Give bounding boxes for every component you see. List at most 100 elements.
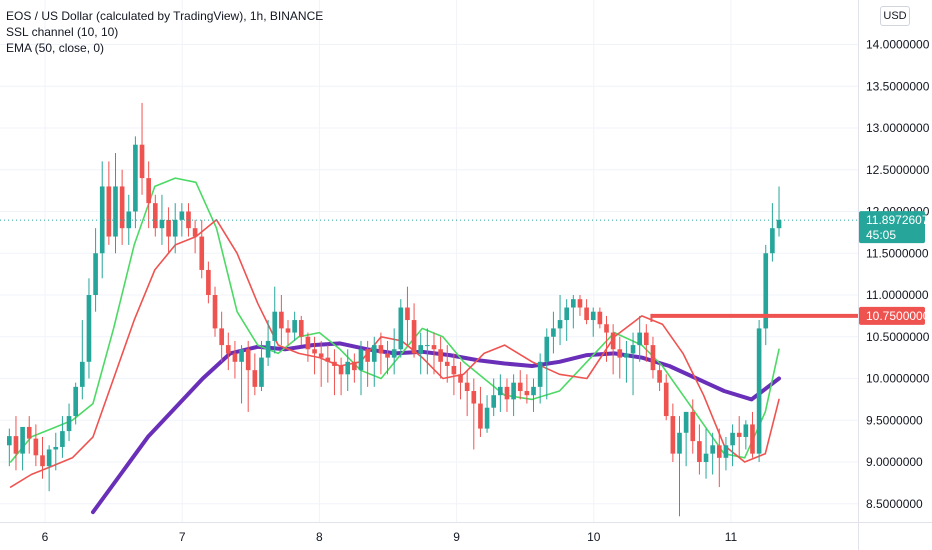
- candle-body: [73, 386, 79, 417]
- candle: [683, 411, 689, 467]
- time-axis[interactable]: 6 7 8 9 10 11: [42, 530, 738, 544]
- candle-body: [371, 345, 377, 362]
- price-tick-label: 14.0000000: [866, 38, 930, 52]
- candle-body: [212, 295, 218, 329]
- candle-body: [643, 332, 649, 346]
- candle-body: [517, 382, 523, 392]
- candle: [33, 424, 39, 467]
- candle-body: [690, 411, 696, 442]
- candle-body: [730, 432, 735, 446]
- candle: [491, 378, 497, 417]
- candle-body: [152, 203, 158, 229]
- chart-legend: EOS / US Dollar (calculated by TradingVi…: [6, 8, 323, 56]
- candle-body: [259, 357, 264, 387]
- candle: [358, 340, 364, 396]
- candle-body: [352, 361, 357, 371]
- candle-body: [192, 228, 198, 237]
- candle-body: [464, 382, 470, 392]
- candlestick-series: [7, 102, 782, 517]
- candle: [345, 349, 351, 392]
- candle-body: [385, 353, 390, 358]
- candle-body: [26, 426, 32, 439]
- ema-indicator-label[interactable]: EMA (50, close, 0): [6, 41, 105, 55]
- candle-body: [93, 253, 98, 295]
- candle-body: [630, 345, 636, 354]
- candle-body: [99, 186, 105, 254]
- candle-body: [365, 349, 370, 362]
- candle-body: [610, 332, 616, 350]
- currency-button[interactable]: USD: [880, 6, 910, 26]
- candle: [179, 203, 185, 237]
- candle-body: [53, 446, 59, 450]
- candle: [478, 386, 483, 437]
- candle: [750, 411, 755, 458]
- candle-body: [172, 219, 178, 237]
- candle-body: [770, 228, 775, 254]
- candle-body: [444, 361, 450, 366]
- time-tick-label: 9: [453, 530, 460, 544]
- candle-body: [146, 178, 151, 204]
- candle: [770, 203, 775, 262]
- candle: [232, 340, 238, 379]
- candle: [272, 286, 278, 354]
- candle: [617, 336, 623, 379]
- candle-body: [677, 432, 682, 454]
- candle: [371, 336, 377, 387]
- candle-body: [723, 445, 729, 458]
- symbol-title[interactable]: EOS / US Dollar (calculated by TradingVi…: [6, 9, 324, 23]
- candle-body: [325, 357, 331, 362]
- candle: [697, 424, 702, 475]
- candle-body: [577, 299, 583, 308]
- candle-body: [431, 345, 437, 350]
- candle: [657, 361, 662, 392]
- candle-body: [86, 295, 92, 362]
- candle: [703, 428, 709, 479]
- candle-body: [292, 320, 297, 333]
- ssl-indicator-label[interactable]: SSL channel (10, 10): [6, 25, 119, 39]
- candle: [99, 161, 105, 279]
- candle-body: [776, 219, 782, 229]
- price-tick-label: 12.5000000: [866, 163, 930, 177]
- candle: [66, 403, 72, 442]
- candle: [332, 349, 337, 396]
- ema-line: [91, 341, 781, 515]
- candle: [677, 416, 682, 517]
- candle: [511, 374, 516, 417]
- candle-body: [657, 370, 662, 383]
- candle-body: [398, 307, 404, 350]
- price-tick-label: 10.0000000: [866, 372, 930, 386]
- time-tick-label: 10: [587, 530, 601, 544]
- candle: [544, 328, 550, 400]
- candle: [60, 416, 65, 458]
- candle: [584, 299, 589, 325]
- candle-body: [670, 416, 676, 454]
- candle-body: [710, 445, 715, 454]
- candle-body: [478, 403, 483, 429]
- level-price-value: 10.7500000: [866, 309, 930, 323]
- candle-body: [46, 449, 52, 467]
- candle: [444, 345, 450, 383]
- candle-body: [391, 349, 397, 358]
- candle-body: [179, 211, 185, 220]
- horizontal-level-group[interactable]: [650, 313, 858, 322]
- time-tick-label: 6: [42, 530, 49, 544]
- grid-lines: [0, 0, 858, 522]
- candle: [298, 315, 304, 346]
- candle-body: [305, 336, 311, 350]
- candle-body: [312, 349, 317, 354]
- candle: [730, 424, 735, 467]
- candle-body: [265, 340, 271, 358]
- candle-body: [133, 144, 138, 212]
- candle: [776, 186, 782, 237]
- candle-body: [219, 328, 224, 346]
- candle-body: [425, 345, 430, 347]
- candle-body: [736, 432, 742, 437]
- candle-body: [498, 386, 503, 396]
- candle: [338, 357, 344, 396]
- candle-body: [703, 453, 709, 462]
- candle: [425, 328, 430, 375]
- price-axis[interactable]: 8.5000000 9.0000000 9.5000000 10.0000000 10.…: [866, 38, 930, 511]
- candle: [498, 374, 503, 412]
